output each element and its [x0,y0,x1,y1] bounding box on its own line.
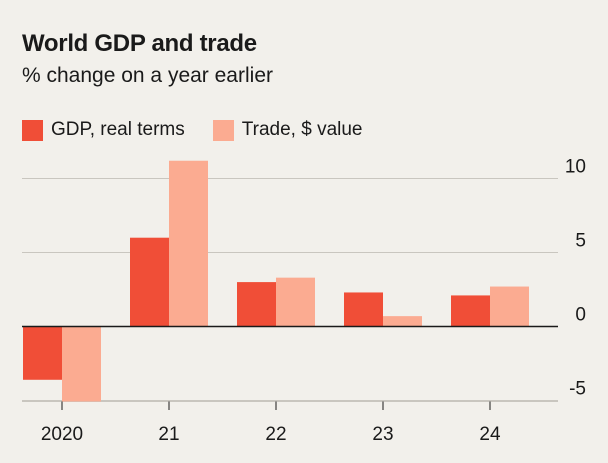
y-tick-label: 10 [565,157,586,178]
bar-trade-21 [169,160,208,327]
bar-trade-22 [276,277,315,327]
legend-item-gdp: GDP, real terms [22,119,185,141]
y-tick-label: 5 [575,231,586,252]
chart-subtitle: % change on a year earlier [22,64,273,87]
x-tick-label: 22 [265,424,286,445]
legend-swatch-trade [212,119,234,141]
x-tick-label: 23 [372,424,393,445]
bar-gdp-24 [451,295,490,327]
bar-gdp-23 [344,292,383,327]
bar-trade-23 [383,316,422,327]
legend-item-trade: Trade, $ value [212,119,363,141]
y-tick-label: -5 [569,379,586,400]
bar-gdp-21 [130,237,169,327]
chart-title: World GDP and trade [22,30,257,57]
bar-trade-24 [490,286,529,327]
bar-gdp-2020 [23,326,62,380]
legend-label-trade: Trade, $ value [241,119,363,140]
legend-swatch-gdp [22,119,43,141]
x-tick-label: 21 [158,424,179,445]
x-tick-label: 2020 [41,424,83,445]
bar-trade-2020 [62,326,101,402]
bar-gdp-22 [237,282,276,327]
legend-label-gdp: GDP, real terms [51,119,185,140]
y-tick-label: 0 [575,305,586,326]
x-tick-label: 24 [479,424,501,445]
legend: GDP, real terms Trade, $ value [22,119,391,141]
